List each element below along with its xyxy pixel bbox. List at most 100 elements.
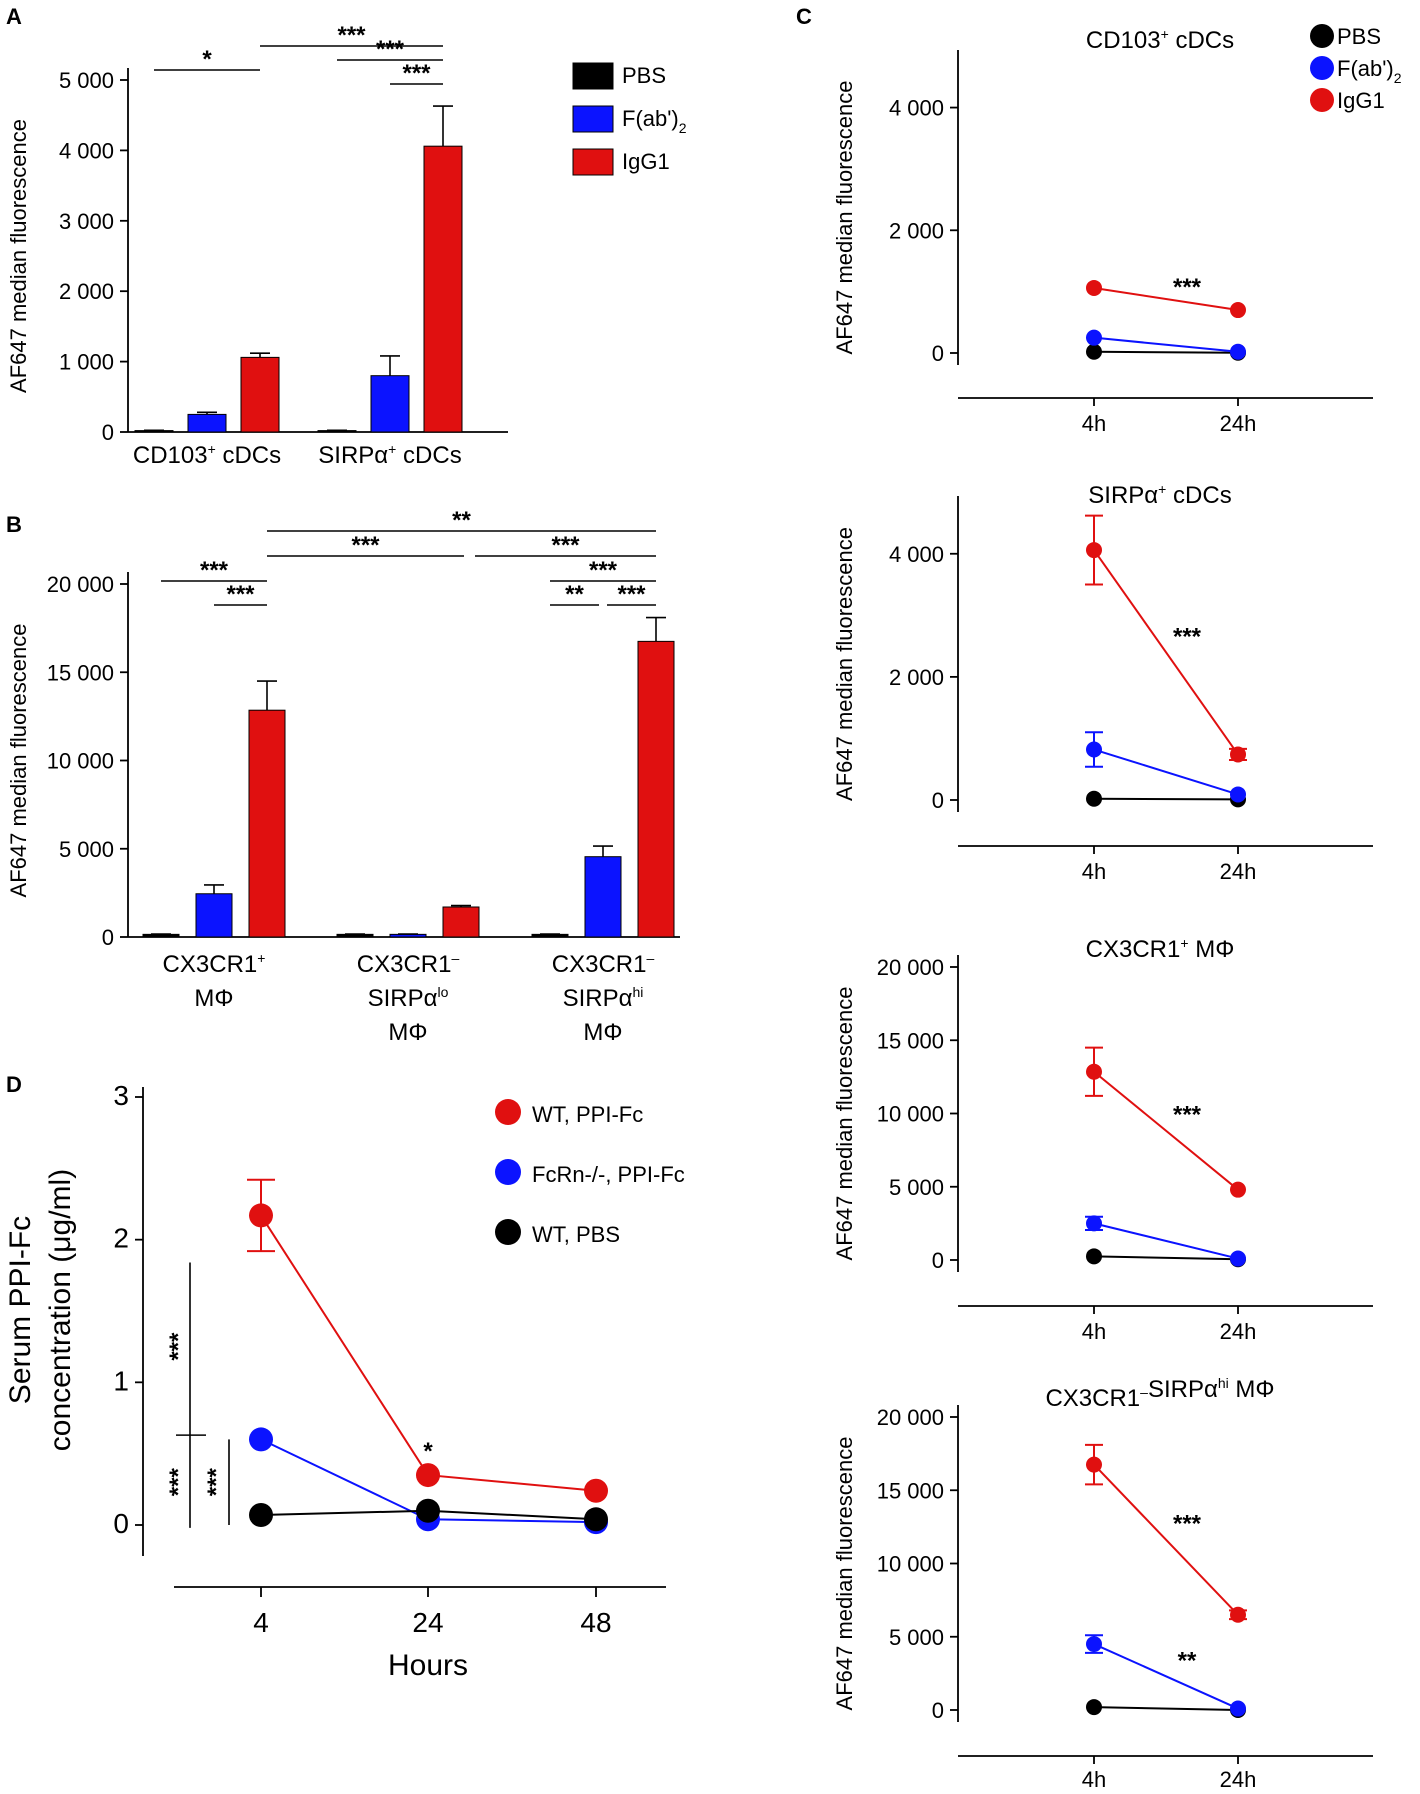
panel-c-2-y-tick-label-10-000: 10 000 bbox=[877, 1102, 944, 1127]
panel-d-point-wt-pbs-2 bbox=[584, 1507, 608, 1532]
panel-c-3-point-f-ab-2-1 bbox=[1230, 1700, 1246, 1717]
panel-a-y-tick-label-2-000: 2 000 bbox=[59, 279, 114, 304]
panel-a-bar-chart: 0 1 000 2 000 3 000 4 000 5 000 AF647 median f… bbox=[6, 22, 687, 469]
panel-b-category-label-1-2: MΦ bbox=[388, 1019, 427, 1046]
panel-c-3-point-igg1-0 bbox=[1086, 1456, 1102, 1473]
panel-c-1-point-pbs-0 bbox=[1086, 790, 1102, 807]
panel-b-category-label-2-0: CX3CR1– bbox=[552, 950, 655, 978]
panel-a-bar-f-ab-2-0 bbox=[187, 413, 227, 433]
panel-c-1-title: SIRPα+ cDCs bbox=[1088, 481, 1231, 509]
panel-c-legend-label-pbs: PBS bbox=[1337, 24, 1381, 49]
panel-c-3-title: CX3CR1–SIRPαhi MΦ bbox=[1045, 1375, 1274, 1412]
panel-c-0-point-igg1-1 bbox=[1230, 302, 1246, 319]
panel-b-3-sig-label: ** bbox=[452, 507, 471, 534]
panel-d-legend-label-fcrn-ppi-fc: FcRn-/-, PPI-Fc bbox=[532, 1162, 685, 1187]
panel-c-3-x-tick-label-4h: 4h bbox=[1082, 1767, 1106, 1792]
panel-a-3-sig-label: *** bbox=[402, 60, 431, 87]
panel-c-2-x-tick-label-4h: 4h bbox=[1082, 1319, 1106, 1344]
panel-d-y-tick-label-0: 0 bbox=[113, 1508, 129, 1539]
panel-c-2-y-tick-label-20-000: 20 000 bbox=[877, 955, 944, 980]
panel-c-3-y-tick-label-20-000: 20 000 bbox=[877, 1405, 944, 1430]
panel-c-0-point-f-ab-2-0 bbox=[1086, 329, 1102, 346]
panel-d-x-tick-label-24: 24 bbox=[412, 1607, 443, 1638]
panel-c-3-sig-label-0: *** bbox=[1173, 1511, 1202, 1538]
panel-a-y-tick-label-0: 0 bbox=[102, 420, 114, 445]
panel-c-legend-marker-igg1 bbox=[1310, 88, 1334, 112]
panel-letter-d: D bbox=[6, 1072, 22, 1097]
panel-b-bar-f-ab-2-0 bbox=[195, 893, 233, 938]
panel-b-bar-f-ab-2-2 bbox=[584, 856, 622, 938]
panel-b-6-sig-label: ** bbox=[565, 581, 584, 608]
panel-c-3-line-pbs bbox=[1093, 1706, 1239, 1711]
panel-b-y-tick-label-20-000: 20 000 bbox=[47, 572, 114, 597]
panel-c-1-point-igg1-1 bbox=[1230, 746, 1246, 763]
panel-letter-c: C bbox=[796, 4, 812, 29]
panel-c-2-point-f-ab-2-1 bbox=[1230, 1250, 1246, 1267]
panel-c-0-point-pbs-0 bbox=[1086, 343, 1102, 360]
panel-a-legend-swatch-igg1 bbox=[572, 148, 614, 176]
panel-c-3-y-tick-label-10-000: 10 000 bbox=[877, 1552, 944, 1577]
panel-c-3-y-tick-label-15-000: 15 000 bbox=[877, 1478, 944, 1503]
panel-c-1-sig-label-0: *** bbox=[1173, 623, 1202, 650]
panel-b-category-label-2-2: MΦ bbox=[583, 1019, 622, 1046]
panel-d-line-chart: 0 1 2 3 4 24 48 Hours Serum PPI-Fc concentration … bbox=[4, 1080, 685, 1682]
panel-d-y-axis-title-line-2: concentration (μg/ml) bbox=[44, 1169, 77, 1451]
panel-a-0-sig-label: * bbox=[202, 46, 212, 73]
panel-c-1-y-tick-label-2-000: 2 000 bbox=[889, 665, 944, 690]
panel-c-0-y-tick-label-4-000: 4 000 bbox=[889, 96, 944, 121]
panel-c-2-point-igg1-0 bbox=[1086, 1063, 1102, 1080]
panel-b-4-sig-label: *** bbox=[551, 532, 580, 559]
panel-c-2-point-f-ab-2-0 bbox=[1086, 1215, 1102, 1232]
panel-b-bar-chart: 0 5 000 10 000 15 000 20 000 AF647 median flu… bbox=[6, 507, 680, 1046]
panel-c-1-point-igg1-0 bbox=[1086, 542, 1102, 559]
panel-c-legend-marker-f-ab-2 bbox=[1310, 56, 1334, 80]
panel-d-y-axis-title-line-1: Serum PPI-Fc bbox=[4, 1216, 37, 1404]
panel-b-category-label-1-1: SIRPαlo bbox=[368, 984, 449, 1012]
panel-d-point-wt-ppi-fc-0 bbox=[249, 1203, 273, 1228]
panel-c-2-line-f-ab-2 bbox=[1093, 1222, 1239, 1260]
panel-d-legend-label-wt-ppi-fc: WT, PPI-Fc bbox=[532, 1102, 643, 1127]
panel-b-0-sig-label: *** bbox=[200, 557, 229, 584]
panel-c-2-x-tick-label-24h: 24h bbox=[1220, 1319, 1257, 1344]
panel-b-category-label-0-1: MΦ bbox=[194, 985, 233, 1012]
panel-c-0-y-tick-label-2-000: 2 000 bbox=[889, 218, 944, 243]
panel-c-0-point-f-ab-2-1 bbox=[1230, 343, 1246, 360]
panel-c-legend-label-f-ab-2: F(ab')2 bbox=[1337, 56, 1402, 86]
panel-c-0-title: CD103+ cDCs bbox=[1086, 26, 1234, 54]
panel-c-0-y-axis-title: AF647 median fluorescence bbox=[832, 81, 857, 355]
panel-c-3-y-tick-label-0: 0 bbox=[932, 1698, 944, 1723]
panel-c-3-line-igg1 bbox=[1093, 1463, 1239, 1616]
panel-d-sig-label-vertical-top: *** bbox=[165, 1332, 192, 1361]
panel-a-y-tick-label-1-000: 1 000 bbox=[59, 350, 114, 375]
panel-a-y-tick-label-3-000: 3 000 bbox=[59, 209, 114, 234]
panel-c-0-point-igg1-0 bbox=[1086, 279, 1102, 296]
panel-c-0-x-tick-label-4h: 4h bbox=[1082, 411, 1106, 436]
panel-d-legend-marker-wt-ppi-fc bbox=[495, 1099, 521, 1125]
panel-d-y-tick-label-1: 1 bbox=[113, 1365, 129, 1396]
panel-d-x-tick-label-4: 4 bbox=[253, 1607, 269, 1638]
panel-d-sig-label-vertical-bottom-right: *** bbox=[203, 1468, 230, 1497]
panel-c-2-line-pbs bbox=[1093, 1255, 1239, 1261]
panel-c-1-point-f-ab-2-0 bbox=[1086, 741, 1102, 758]
panel-a-bar-igg1-0 bbox=[240, 356, 280, 433]
panel-c-1-line-igg1 bbox=[1093, 549, 1239, 756]
panel-c-line-charts: 0 2 000 4 000 4h 24h AF647 median fluorescenc… bbox=[832, 24, 1402, 1792]
panel-b-category-label-0-0: CX3CR1+ bbox=[163, 950, 266, 978]
panel-c-3-point-igg1-1 bbox=[1230, 1606, 1246, 1623]
panel-d-sig-label-vertical-bottom-left: *** bbox=[165, 1468, 192, 1497]
panel-d-point-wt-ppi-fc-1 bbox=[416, 1463, 440, 1488]
panel-c-1-x-tick-label-24h: 24h bbox=[1220, 859, 1257, 884]
panel-d-point-wt-ppi-fc-2 bbox=[584, 1478, 608, 1503]
panel-c-3-point-pbs-0 bbox=[1086, 1699, 1102, 1716]
panel-c-0-line-f-ab-2 bbox=[1093, 336, 1239, 353]
panel-a-legend-label-pbs: PBS bbox=[622, 63, 666, 88]
panel-b-y-tick-label-10-000: 10 000 bbox=[47, 749, 114, 774]
panel-c-2-line-igg1 bbox=[1093, 1070, 1239, 1191]
panel-b-category-label-1-0: CX3CR1– bbox=[357, 950, 460, 978]
panel-d-legend-label-wt-pbs: WT, PBS bbox=[532, 1222, 620, 1247]
panel-c-1-x-tick-label-4h: 4h bbox=[1082, 859, 1106, 884]
panel-c-2-y-tick-label-5-000: 5 000 bbox=[889, 1175, 944, 1200]
panel-c-2-y-axis-title: AF647 median fluorescence bbox=[832, 987, 857, 1261]
panel-c-1-point-f-ab-2-1 bbox=[1230, 786, 1246, 803]
